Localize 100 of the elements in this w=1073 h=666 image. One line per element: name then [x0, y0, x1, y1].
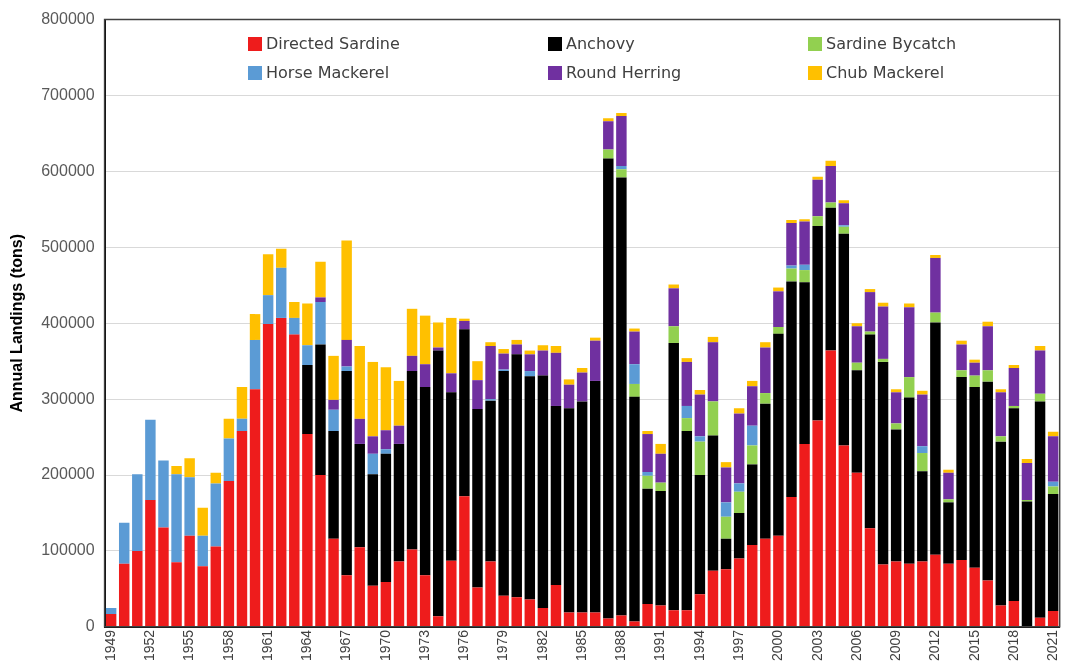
bar — [995, 605, 1007, 627]
bar — [302, 303, 313, 346]
bar — [249, 389, 261, 627]
bar — [720, 538, 732, 570]
bar — [681, 361, 693, 406]
x-tick-label: 2015 — [965, 629, 982, 662]
bar — [655, 482, 666, 491]
bar — [746, 544, 758, 627]
bar — [223, 418, 235, 439]
bar — [603, 158, 614, 619]
bar — [498, 371, 509, 596]
bar — [786, 265, 797, 269]
bar — [171, 465, 182, 475]
bar — [890, 389, 902, 393]
bar — [275, 317, 287, 627]
bar — [537, 345, 549, 351]
x-tick-label: 1964 — [298, 629, 315, 662]
bar — [616, 166, 627, 170]
bar — [315, 297, 326, 302]
bar — [393, 443, 405, 562]
bar — [746, 425, 758, 446]
bar — [537, 375, 549, 608]
bar — [851, 370, 863, 473]
bar — [459, 329, 470, 497]
bar — [419, 364, 431, 387]
bar — [197, 535, 208, 567]
bar — [917, 394, 928, 447]
bar — [838, 226, 850, 234]
bar — [799, 270, 810, 283]
bar — [603, 618, 614, 627]
bar — [589, 612, 601, 627]
bar — [786, 497, 797, 627]
bar — [943, 472, 954, 500]
bar — [760, 342, 771, 348]
bar — [903, 397, 915, 564]
bar — [642, 488, 653, 605]
bar — [197, 566, 208, 627]
bar — [655, 490, 666, 606]
bar — [158, 527, 169, 627]
bar — [1021, 459, 1033, 463]
bar — [812, 179, 823, 217]
bar — [498, 349, 509, 354]
bar — [328, 538, 339, 627]
bar — [223, 481, 235, 627]
bar — [629, 364, 640, 384]
x-tick-label: 1997 — [730, 629, 746, 662]
bar — [118, 522, 130, 564]
bar — [786, 223, 797, 266]
bar — [432, 616, 444, 627]
bar — [1021, 462, 1033, 501]
bar — [158, 460, 169, 528]
bar — [995, 436, 1007, 442]
bar — [184, 477, 195, 536]
bar — [498, 595, 509, 627]
bar — [917, 390, 928, 395]
bar — [956, 370, 967, 378]
bar — [760, 393, 771, 404]
bar — [459, 320, 470, 330]
bar — [393, 380, 405, 426]
bar — [1047, 486, 1059, 495]
bar — [249, 314, 261, 340]
bar — [694, 594, 706, 627]
bar — [864, 528, 876, 627]
bar — [354, 418, 365, 444]
bar — [629, 396, 640, 622]
bar — [746, 445, 758, 465]
bar — [694, 390, 706, 395]
bar — [655, 443, 666, 454]
x-tick-label: 2018 — [1004, 629, 1021, 662]
bar — [642, 604, 653, 627]
bar — [524, 599, 536, 627]
bar — [707, 435, 719, 571]
bar — [642, 472, 653, 476]
bar — [589, 380, 601, 613]
bar — [132, 474, 143, 551]
bar — [432, 322, 444, 348]
bar — [733, 483, 745, 492]
bar — [930, 254, 941, 258]
x-tick-label: 1970 — [376, 629, 393, 662]
y-tick-label: 600000 — [41, 161, 95, 179]
bar — [799, 264, 810, 271]
legend-label: Horse Mackerel — [266, 63, 390, 82]
bar — [315, 475, 326, 627]
bar — [1021, 501, 1033, 627]
bar — [825, 207, 836, 351]
bar — [315, 261, 326, 298]
bar — [969, 567, 980, 627]
bar — [537, 607, 549, 627]
bar — [982, 381, 993, 581]
bar — [812, 226, 823, 421]
y-tick-label: 100000 — [41, 541, 95, 559]
bar — [367, 474, 379, 586]
bar — [302, 364, 313, 435]
bar — [930, 257, 941, 313]
bar — [563, 384, 575, 409]
bar — [982, 580, 993, 627]
bar — [393, 561, 405, 627]
legend-label: Directed Sardine — [266, 34, 400, 53]
bar — [249, 339, 261, 390]
bar — [446, 373, 457, 393]
